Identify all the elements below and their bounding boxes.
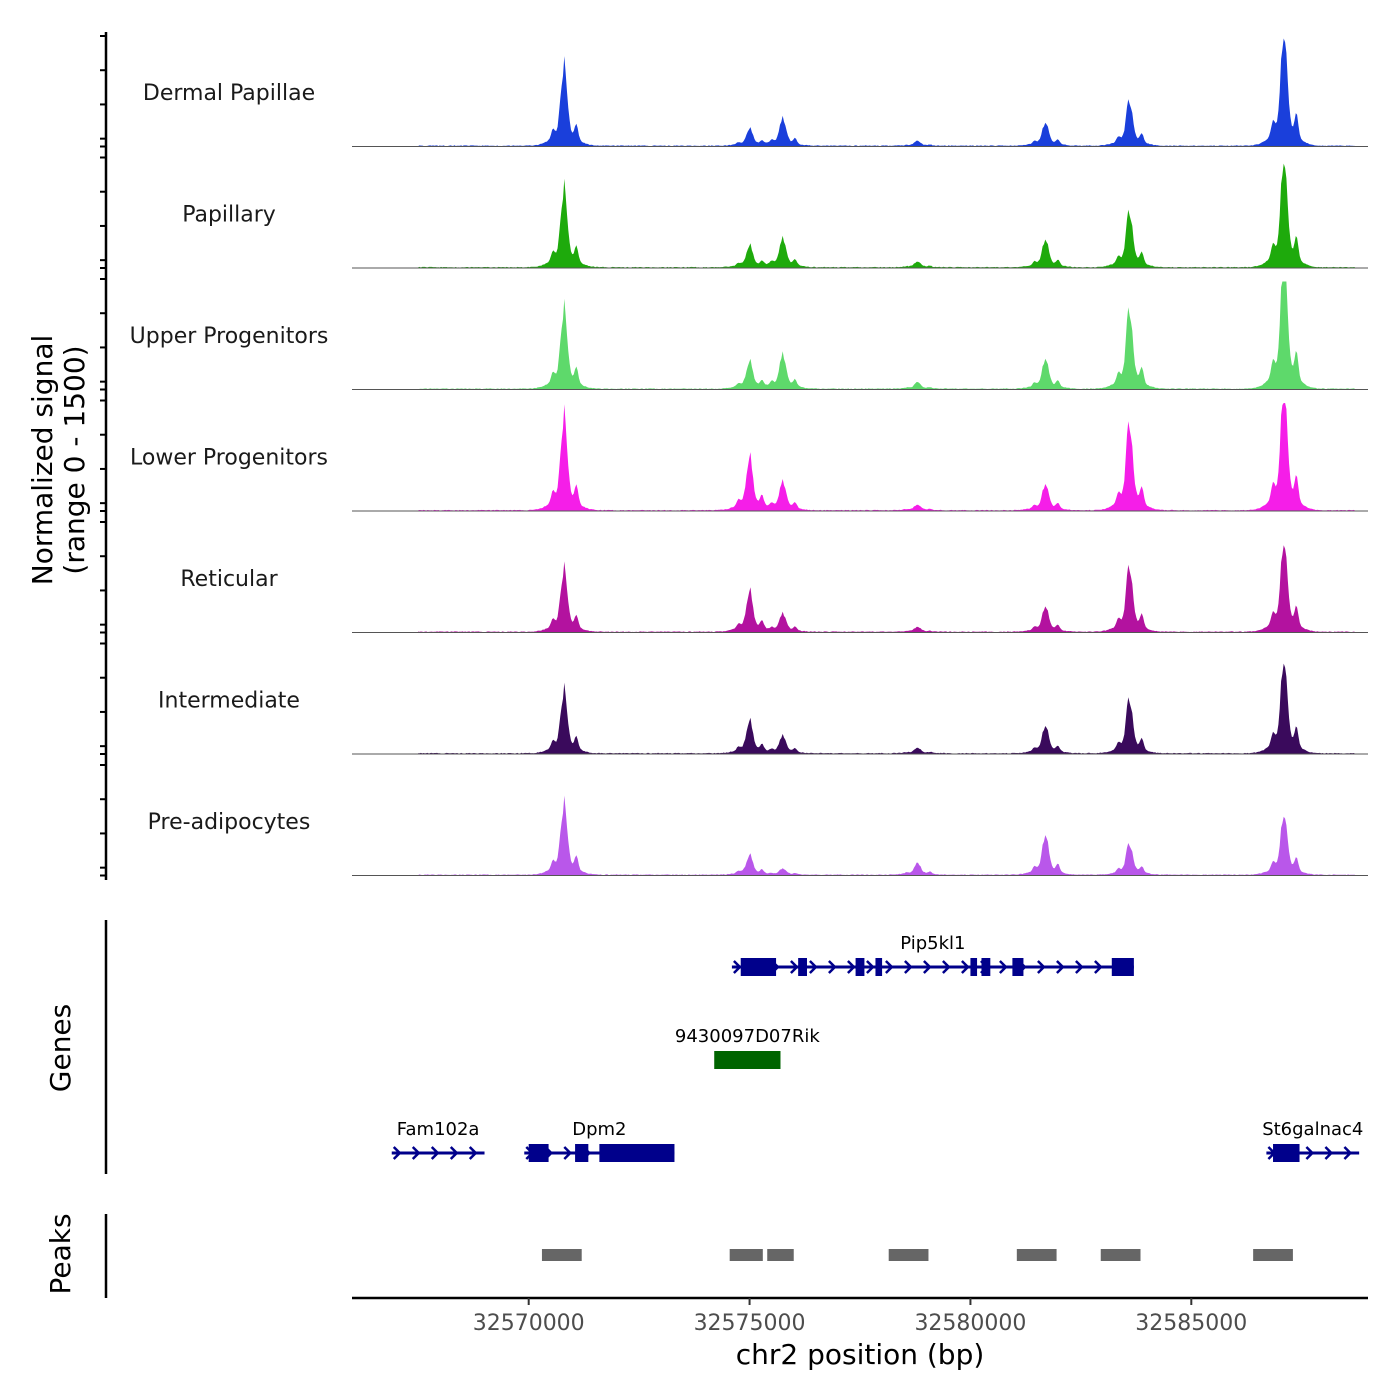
x-tick-label: 32575000 [694,1311,806,1336]
x-tick-label: 32570000 [473,1311,585,1336]
peak [1100,1249,1141,1261]
exon [875,958,883,976]
strand-arrow [942,960,951,974]
coverage-area [418,38,1355,147]
strand-arrow [392,1146,402,1160]
strand-arrow [733,960,742,974]
gene-label: Fam102a [397,1119,480,1140]
gene-label: Dpm2 [572,1119,626,1140]
strand-arrow [961,960,970,974]
track-label: Reticular [180,567,278,592]
coverage-area [418,163,1355,268]
coverage-area [418,795,1355,876]
gene-9430097d07rik: 9430097D07Rik [675,1026,820,1069]
track-label: Upper Progenitors [130,324,329,349]
strand-arrow [866,960,875,974]
coverage-area [418,281,1355,390]
exon [855,958,865,976]
strand-arrow [828,960,837,974]
exon [1111,958,1134,976]
x-axis-title: chr2 position (bp) [736,1338,985,1371]
gene-track: Pip5kl1 9430097D07Rik Fam102a Dpm2 St6galnac… [391,933,1363,1162]
gene-label: 9430097D07Rik [675,1026,820,1047]
exon [714,1051,781,1069]
strand-arrow [923,960,932,974]
track-label: Dermal Papillae [143,81,315,106]
exon [1273,1144,1300,1162]
exon [970,958,978,976]
gene-dpm2: Dpm2 [524,1119,675,1162]
peak [1016,1249,1057,1261]
peaks-axis-title: Peaks [44,1213,77,1294]
strand-arrow [1343,1146,1353,1160]
strand-arrow [1056,960,1065,974]
strand-arrow [790,960,799,974]
exon [528,1144,549,1162]
strand-arrow [449,1146,459,1160]
track-papillary: Papillary [100,156,1368,269]
strand-arrow [468,1146,478,1160]
strand-arrow [809,960,818,974]
exon [575,1144,589,1162]
track-label: Papillary [182,203,276,228]
exon [798,958,807,976]
coverage-tracks: Dermal Papillae Papillary Upper Progenitor… [100,32,1368,880]
strand-arrow [1305,1146,1315,1160]
strand-arrow [411,1146,421,1160]
y-axis-title-line1: Normalized signal [26,335,59,586]
coverage-area [418,545,1355,633]
strand-arrow [430,1146,440,1160]
coverage-area [418,663,1355,754]
exon [1012,958,1024,976]
strand-arrow [1094,960,1103,974]
peak [541,1249,582,1261]
peak [1253,1249,1293,1261]
strand-arrow [1324,1146,1334,1160]
strand-arrow [1075,960,1084,974]
peak [767,1249,794,1261]
x-tick-label: 32585000 [1135,1311,1247,1336]
genes-axis-title: Genes [44,1004,77,1092]
gene-fam102a: Fam102a [391,1119,485,1160]
strand-arrow [904,960,913,974]
peak [729,1249,763,1261]
track-label: Pre-adipocytes [148,810,311,835]
track-reticular: Reticular [100,521,1368,634]
exon [981,958,991,976]
track-pre-adipocytes: Pre-adipocytes [100,764,1368,877]
gene-st6galnac4: St6galnac4 [1262,1119,1363,1162]
gene-label: Pip5kl1 [900,933,965,954]
gene-label: St6galnac4 [1262,1119,1363,1140]
strand-arrow [563,1146,573,1160]
x-tick-label: 32580000 [914,1311,1026,1336]
exon [599,1144,675,1162]
strand-arrow [885,960,894,974]
peak [888,1249,929,1261]
track-label: Intermediate [158,689,300,714]
track-dermal-papillae: Dermal Papillae [100,35,1368,148]
strand-arrow [1037,960,1046,974]
exon [740,958,777,976]
track-upper-progenitors: Upper Progenitors [100,278,1368,391]
strand-arrow [847,960,856,974]
x-axis-ticks: 32570000 32575000 32580000 32585000 [473,1298,1247,1336]
track-intermediate: Intermediate [100,642,1368,755]
track-lower-progenitors: Lower Progenitors [100,399,1368,512]
strand-arrow [999,960,1008,974]
y-axis-title-line2: (range 0 - 1500) [58,345,91,574]
track-label: Lower Progenitors [130,446,328,471]
coverage-area [418,403,1355,511]
peak-track [541,1249,1293,1261]
gene-pip5kl1: Pip5kl1 [731,933,1134,976]
